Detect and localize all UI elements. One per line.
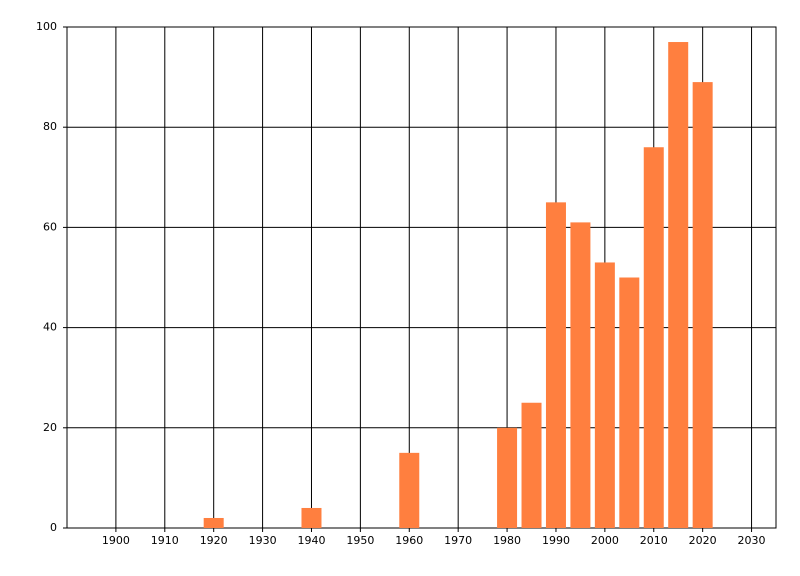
bar [643, 147, 664, 529]
x-tick-label: 1910 [151, 534, 179, 547]
x-tick-label: 1940 [297, 534, 325, 547]
bar [545, 202, 566, 528]
x-tick-label: 2020 [689, 534, 717, 547]
x-tick-label: 1920 [200, 534, 228, 547]
bar [619, 277, 640, 528]
y-tick-label: 40 [43, 321, 57, 334]
bar [399, 452, 420, 528]
bar [301, 507, 322, 528]
x-tick-label: 2030 [738, 534, 766, 547]
y-tick-label: 80 [43, 120, 57, 133]
y-tick-label: 0 [50, 521, 57, 534]
x-tick-label: 1980 [493, 534, 521, 547]
x-tick-label: 1990 [542, 534, 570, 547]
bar [692, 82, 713, 529]
x-tick-label: 2000 [591, 534, 619, 547]
y-tick-label: 20 [43, 421, 57, 434]
x-tick-label: 1970 [444, 534, 472, 547]
x-tick-label: 1950 [346, 534, 374, 547]
y-tick-label: 100 [36, 20, 57, 33]
x-tick-label: 1930 [249, 534, 277, 547]
x-tick-label: 1960 [395, 534, 423, 547]
bar [594, 262, 615, 528]
bar [668, 42, 689, 528]
y-tick-label: 60 [43, 220, 57, 233]
bar [203, 517, 224, 528]
bar [497, 427, 518, 528]
x-tick-label: 2010 [640, 534, 668, 547]
bar [521, 402, 542, 528]
x-tick-label: 1900 [102, 534, 130, 547]
bar [570, 222, 591, 528]
